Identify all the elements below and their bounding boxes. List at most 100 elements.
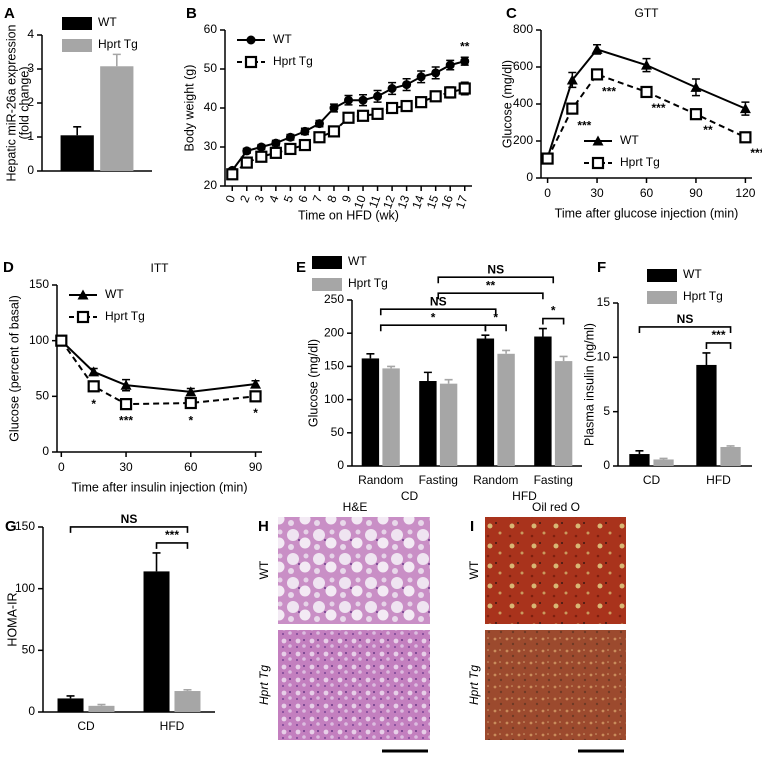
legend-swatch	[312, 278, 342, 291]
significance-label: **	[703, 123, 713, 137]
series-line	[546, 73, 746, 160]
y-tick-label: 50	[22, 643, 36, 657]
x-tick-label: 30	[119, 460, 133, 474]
x-tick-label: CD	[77, 719, 95, 733]
x-tick-label: 30	[590, 186, 604, 200]
y-tick-label: 4	[27, 27, 34, 41]
y-tick-label: 600	[513, 59, 533, 73]
error-bar	[559, 355, 568, 362]
significance-label: *	[551, 304, 556, 318]
marker	[402, 80, 412, 90]
y-tick-label: 800	[513, 22, 533, 36]
bar	[361, 358, 380, 466]
legend-label: Hprt Tg	[348, 276, 388, 290]
significance-bracket	[484, 324, 507, 332]
panel-letter: B	[186, 5, 197, 22]
series-line	[546, 48, 746, 158]
error-bar	[152, 552, 161, 572]
marker	[592, 135, 604, 146]
panel-letter: I	[470, 518, 474, 535]
micrograph	[278, 630, 430, 740]
marker	[387, 84, 397, 93]
marker	[313, 131, 326, 144]
legend-label: WT	[105, 287, 124, 301]
marker	[184, 396, 197, 410]
x-tick-label: Fasting	[419, 473, 458, 487]
marker	[314, 119, 324, 129]
legend-swatch	[647, 291, 677, 304]
significance-bracket	[69, 526, 189, 533]
x-tick-label: 15	[424, 193, 442, 211]
x-tick-label: 0	[544, 186, 551, 200]
significance-label: *	[431, 310, 436, 324]
y-tick-label: 15	[597, 295, 611, 309]
y-axis-label: Glucose (mg/dl)	[306, 339, 320, 427]
x-tick-label: 13	[395, 193, 413, 211]
legend-label: WT	[620, 133, 639, 147]
legend-label: Hprt Tg	[105, 309, 145, 323]
x-tick-label: Random	[358, 473, 403, 487]
marker	[640, 85, 653, 99]
marker	[689, 108, 703, 121]
marker	[429, 90, 442, 103]
micrograph-title: H&E	[343, 500, 368, 514]
marker	[400, 99, 413, 113]
significance-label: ***	[750, 146, 762, 160]
marker	[249, 390, 262, 403]
marker	[119, 398, 133, 411]
significance-bracket	[155, 542, 189, 549]
x-tick-label: 8	[324, 193, 340, 204]
legend-label: Hprt Tg	[98, 37, 138, 51]
marker	[344, 95, 353, 105]
bar	[696, 364, 717, 466]
error-bar	[659, 457, 668, 460]
y-tick-label: 50	[36, 389, 50, 403]
marker	[242, 146, 252, 156]
micrograph-title: Oil red O	[532, 500, 580, 514]
significance-label: NS	[677, 312, 694, 326]
error-bar	[444, 378, 453, 384]
significance-bracket	[542, 317, 565, 325]
y-tick-label: 5	[603, 404, 610, 418]
x-tick-label: 11	[366, 193, 384, 210]
marker	[416, 72, 426, 82]
bar	[174, 691, 201, 712]
bar	[534, 336, 552, 466]
panel-letter: D	[3, 259, 14, 276]
panel-letter: E	[296, 259, 306, 276]
y-tick-label: 150	[15, 519, 35, 533]
x-tick-label: 9	[339, 193, 355, 204]
legend-swatch	[62, 39, 92, 52]
significance-label: *	[493, 310, 498, 324]
marker	[87, 380, 100, 393]
y-tick-label: 0	[526, 170, 533, 184]
marker	[284, 142, 297, 156]
y-tick-label: 0	[337, 458, 344, 472]
bar	[476, 338, 495, 466]
micrograph	[485, 517, 626, 624]
significance-label: NS	[121, 512, 138, 526]
bar	[60, 135, 94, 171]
y-tick-label: 1	[27, 129, 34, 143]
marker	[269, 146, 282, 159]
marker	[458, 82, 471, 95]
marker	[120, 379, 132, 390]
legend-swatch	[312, 256, 342, 269]
y-tick-label: 100	[15, 581, 35, 595]
marker	[327, 125, 341, 138]
marker	[371, 107, 384, 120]
y-tick-label: 3	[27, 61, 34, 75]
row-label: Hprt Tg	[467, 665, 481, 705]
marker	[566, 102, 579, 115]
x-axis-label: Time on HFD (wk)	[298, 208, 399, 222]
significance-label: ***	[577, 118, 591, 132]
x-tick-label: 12	[380, 193, 398, 211]
x-tick-label: 60	[184, 460, 198, 474]
y-tick-label: 0	[27, 163, 34, 177]
y-tick-label: 2	[27, 95, 34, 109]
significance-bracket	[379, 324, 487, 332]
bar	[554, 361, 573, 466]
y-tick-label: 100	[324, 392, 344, 406]
marker	[739, 131, 752, 144]
y-axis-label: Glucose (percent of basal)	[7, 295, 21, 442]
